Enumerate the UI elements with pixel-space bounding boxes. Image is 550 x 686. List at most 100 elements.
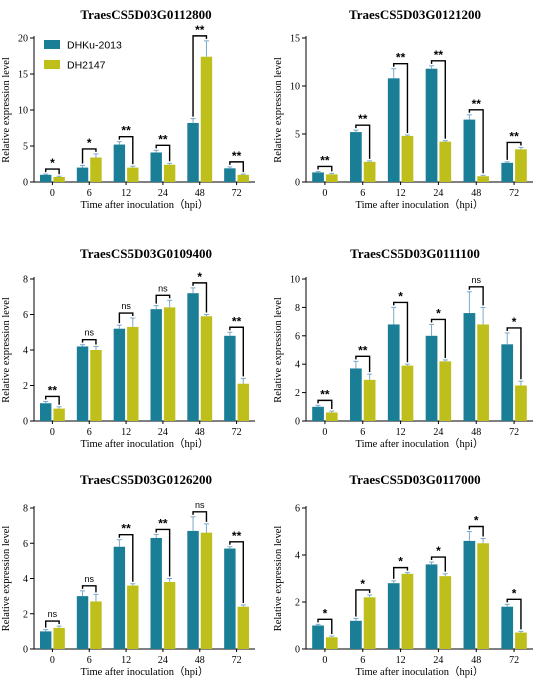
chart-title: TraesCS5D03G0109400: [80, 246, 212, 261]
significance-bracket: [155, 528, 171, 577]
x-tick-label: 48: [195, 655, 205, 666]
chart-panel-2: TraesCS5D03G0121200 0 5 10 15 Relative expres…: [273, 7, 533, 211]
chart-title: TraesCS5D03G0126200: [80, 472, 212, 487]
bar-dh2147: [363, 161, 376, 182]
bar-dh2147: [90, 601, 102, 649]
significance-label: **: [320, 387, 330, 401]
significance-label: **: [232, 529, 242, 543]
significance-bracket: [192, 35, 208, 117]
bar-dhku2013: [187, 122, 199, 182]
bar-dh2147: [163, 164, 176, 182]
bar-dh2147: [200, 316, 213, 421]
bar-dhku2013: [387, 583, 400, 649]
significance-label: *: [436, 306, 441, 320]
legend-label: DHKu-2013: [67, 40, 122, 52]
y-tick-label: 2: [295, 598, 300, 609]
x-tick-label: 24: [433, 655, 443, 666]
bar-dh2147: [363, 379, 376, 421]
significance-bracket: [118, 135, 134, 165]
y-tick-label: 5: [295, 130, 300, 141]
significance-label: **: [48, 383, 58, 397]
y-tick-label: 6: [23, 310, 28, 321]
x-tick-label: 12: [121, 188, 131, 199]
significance-label: *: [323, 606, 328, 620]
significance-bracket: [393, 63, 409, 133]
bar-dh2147: [163, 582, 176, 649]
legend-label: DH2147: [67, 60, 106, 72]
y-tick-label: 8: [23, 275, 28, 286]
significance-label: **: [158, 516, 168, 530]
bar-dh2147: [325, 637, 338, 649]
significance-label: *: [50, 156, 55, 170]
significance-label: **: [509, 129, 519, 143]
significance-bracket: [118, 534, 134, 582]
bar-dhku2013: [350, 132, 362, 182]
x-axis-label: Time after inoculation（hpi）: [356, 438, 484, 450]
bar-dh2147: [515, 632, 527, 649]
significance-bracket: [393, 301, 409, 363]
bar-dh2147: [477, 324, 489, 421]
y-tick-label: 10: [18, 106, 28, 117]
y-tick-label: 5: [23, 142, 28, 153]
significance-bracket: [229, 541, 244, 603]
x-tick-label: 0: [50, 655, 55, 666]
bar-dhku2013: [113, 546, 126, 649]
bar-dh2147: [127, 326, 139, 421]
y-axis-label: Relative expression level: [273, 57, 284, 163]
y-tick-label: 4: [23, 574, 28, 585]
x-tick-label: 72: [509, 427, 519, 438]
x-tick-label: 48: [195, 188, 205, 199]
significance-bracket: [155, 294, 171, 304]
x-tick-label: 0: [50, 427, 55, 438]
x-tick-label: 12: [396, 427, 406, 438]
bar-dhku2013: [387, 324, 400, 421]
x-tick-label: 0: [322, 427, 327, 438]
x-tick-label: 48: [471, 655, 481, 666]
significance-bracket: [317, 165, 333, 172]
x-tick-label: 6: [87, 188, 92, 199]
x-tick-label: 24: [433, 427, 443, 438]
significance-bracket: [430, 318, 446, 358]
bar-dhku2013: [76, 346, 89, 421]
significance-bracket: [81, 338, 97, 345]
significance-label: **: [121, 124, 131, 138]
significance-label: **: [232, 149, 242, 163]
x-tick-label: 0: [322, 188, 327, 199]
x-tick-label: 48: [471, 427, 481, 438]
bar-dhku2013: [501, 162, 514, 182]
x-tick-label: 0: [50, 188, 55, 199]
x-tick-label: 0: [322, 655, 327, 666]
significance-bracket: [118, 312, 134, 324]
bar-dhku2013: [150, 309, 162, 421]
significance-bracket: [355, 589, 371, 617]
significance-bracket: [355, 355, 371, 373]
x-axis-label: Time after inoculation（hpi）: [356, 199, 484, 211]
bar-dh2147: [515, 149, 527, 182]
bar-dhku2013: [312, 172, 324, 182]
significance-label: **: [472, 97, 482, 111]
y-tick-label: 2: [295, 388, 300, 399]
x-tick-label: 24: [433, 188, 443, 199]
bar-dhku2013: [425, 335, 438, 421]
legend: DHKu-2013 DH2147: [44, 40, 122, 72]
chart-title: TraesCS5D03G0121200: [349, 7, 481, 22]
significance-bracket: [192, 282, 208, 313]
y-tick-label: 0: [23, 417, 28, 428]
significance-label: *: [512, 315, 517, 329]
significance-label: **: [195, 23, 205, 37]
bar-dhku2013: [39, 174, 52, 182]
chart-panel-1: TraesCS5D03G0112800 0 5 10 15 20 Relative expr…: [1, 7, 255, 211]
significance-label: *: [398, 289, 403, 303]
significance-bracket: [45, 620, 60, 628]
x-tick-label: 12: [396, 188, 406, 199]
x-tick-label: 24: [158, 427, 168, 438]
y-axis-label: Relative expression level: [1, 526, 12, 632]
significance-label: *: [87, 136, 92, 150]
bar-dh2147: [127, 167, 139, 182]
bar-dhku2013: [425, 68, 438, 182]
x-tick-label: 12: [121, 427, 131, 438]
